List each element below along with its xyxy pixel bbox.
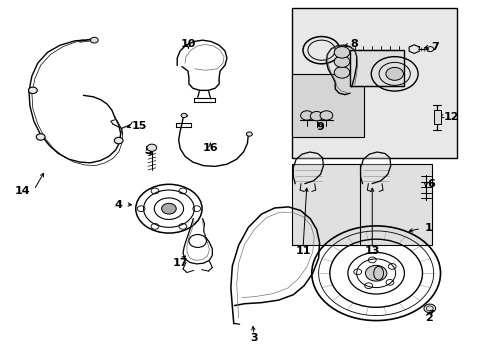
Circle shape [90, 37, 98, 43]
Text: 10: 10 [181, 39, 196, 49]
Circle shape [365, 265, 386, 281]
Text: 4: 4 [115, 200, 122, 210]
Circle shape [114, 137, 123, 144]
Circle shape [385, 67, 403, 80]
Text: 7: 7 [430, 42, 438, 52]
Circle shape [147, 144, 157, 151]
Text: 16: 16 [202, 143, 218, 153]
Text: 5: 5 [144, 146, 152, 156]
Text: 17: 17 [172, 258, 187, 268]
Circle shape [161, 203, 176, 214]
Bar [349, 50, 404, 86]
Circle shape [333, 46, 349, 58]
Circle shape [320, 111, 332, 120]
Text: 11: 11 [295, 246, 310, 256]
Bar [433, 110, 440, 125]
Text: 3: 3 [250, 333, 258, 343]
Text: 2: 2 [424, 313, 432, 323]
Circle shape [333, 56, 349, 67]
Bar [292, 164, 364, 244]
Text: 14: 14 [14, 186, 30, 196]
Circle shape [181, 113, 186, 118]
Circle shape [423, 304, 435, 313]
Text: 6: 6 [427, 179, 434, 189]
Bar [292, 8, 456, 158]
Circle shape [300, 111, 313, 120]
Text: 13: 13 [364, 246, 379, 256]
Circle shape [28, 87, 37, 94]
Bar [359, 164, 431, 244]
Text: 9: 9 [316, 122, 324, 132]
Circle shape [310, 112, 323, 121]
Text: 8: 8 [350, 40, 358, 49]
Text: 12: 12 [443, 112, 458, 122]
Circle shape [246, 132, 252, 136]
Text: 1: 1 [424, 224, 432, 233]
Circle shape [333, 67, 349, 78]
Bar [292, 74, 364, 137]
Circle shape [36, 134, 45, 140]
Text: 15: 15 [131, 121, 146, 131]
